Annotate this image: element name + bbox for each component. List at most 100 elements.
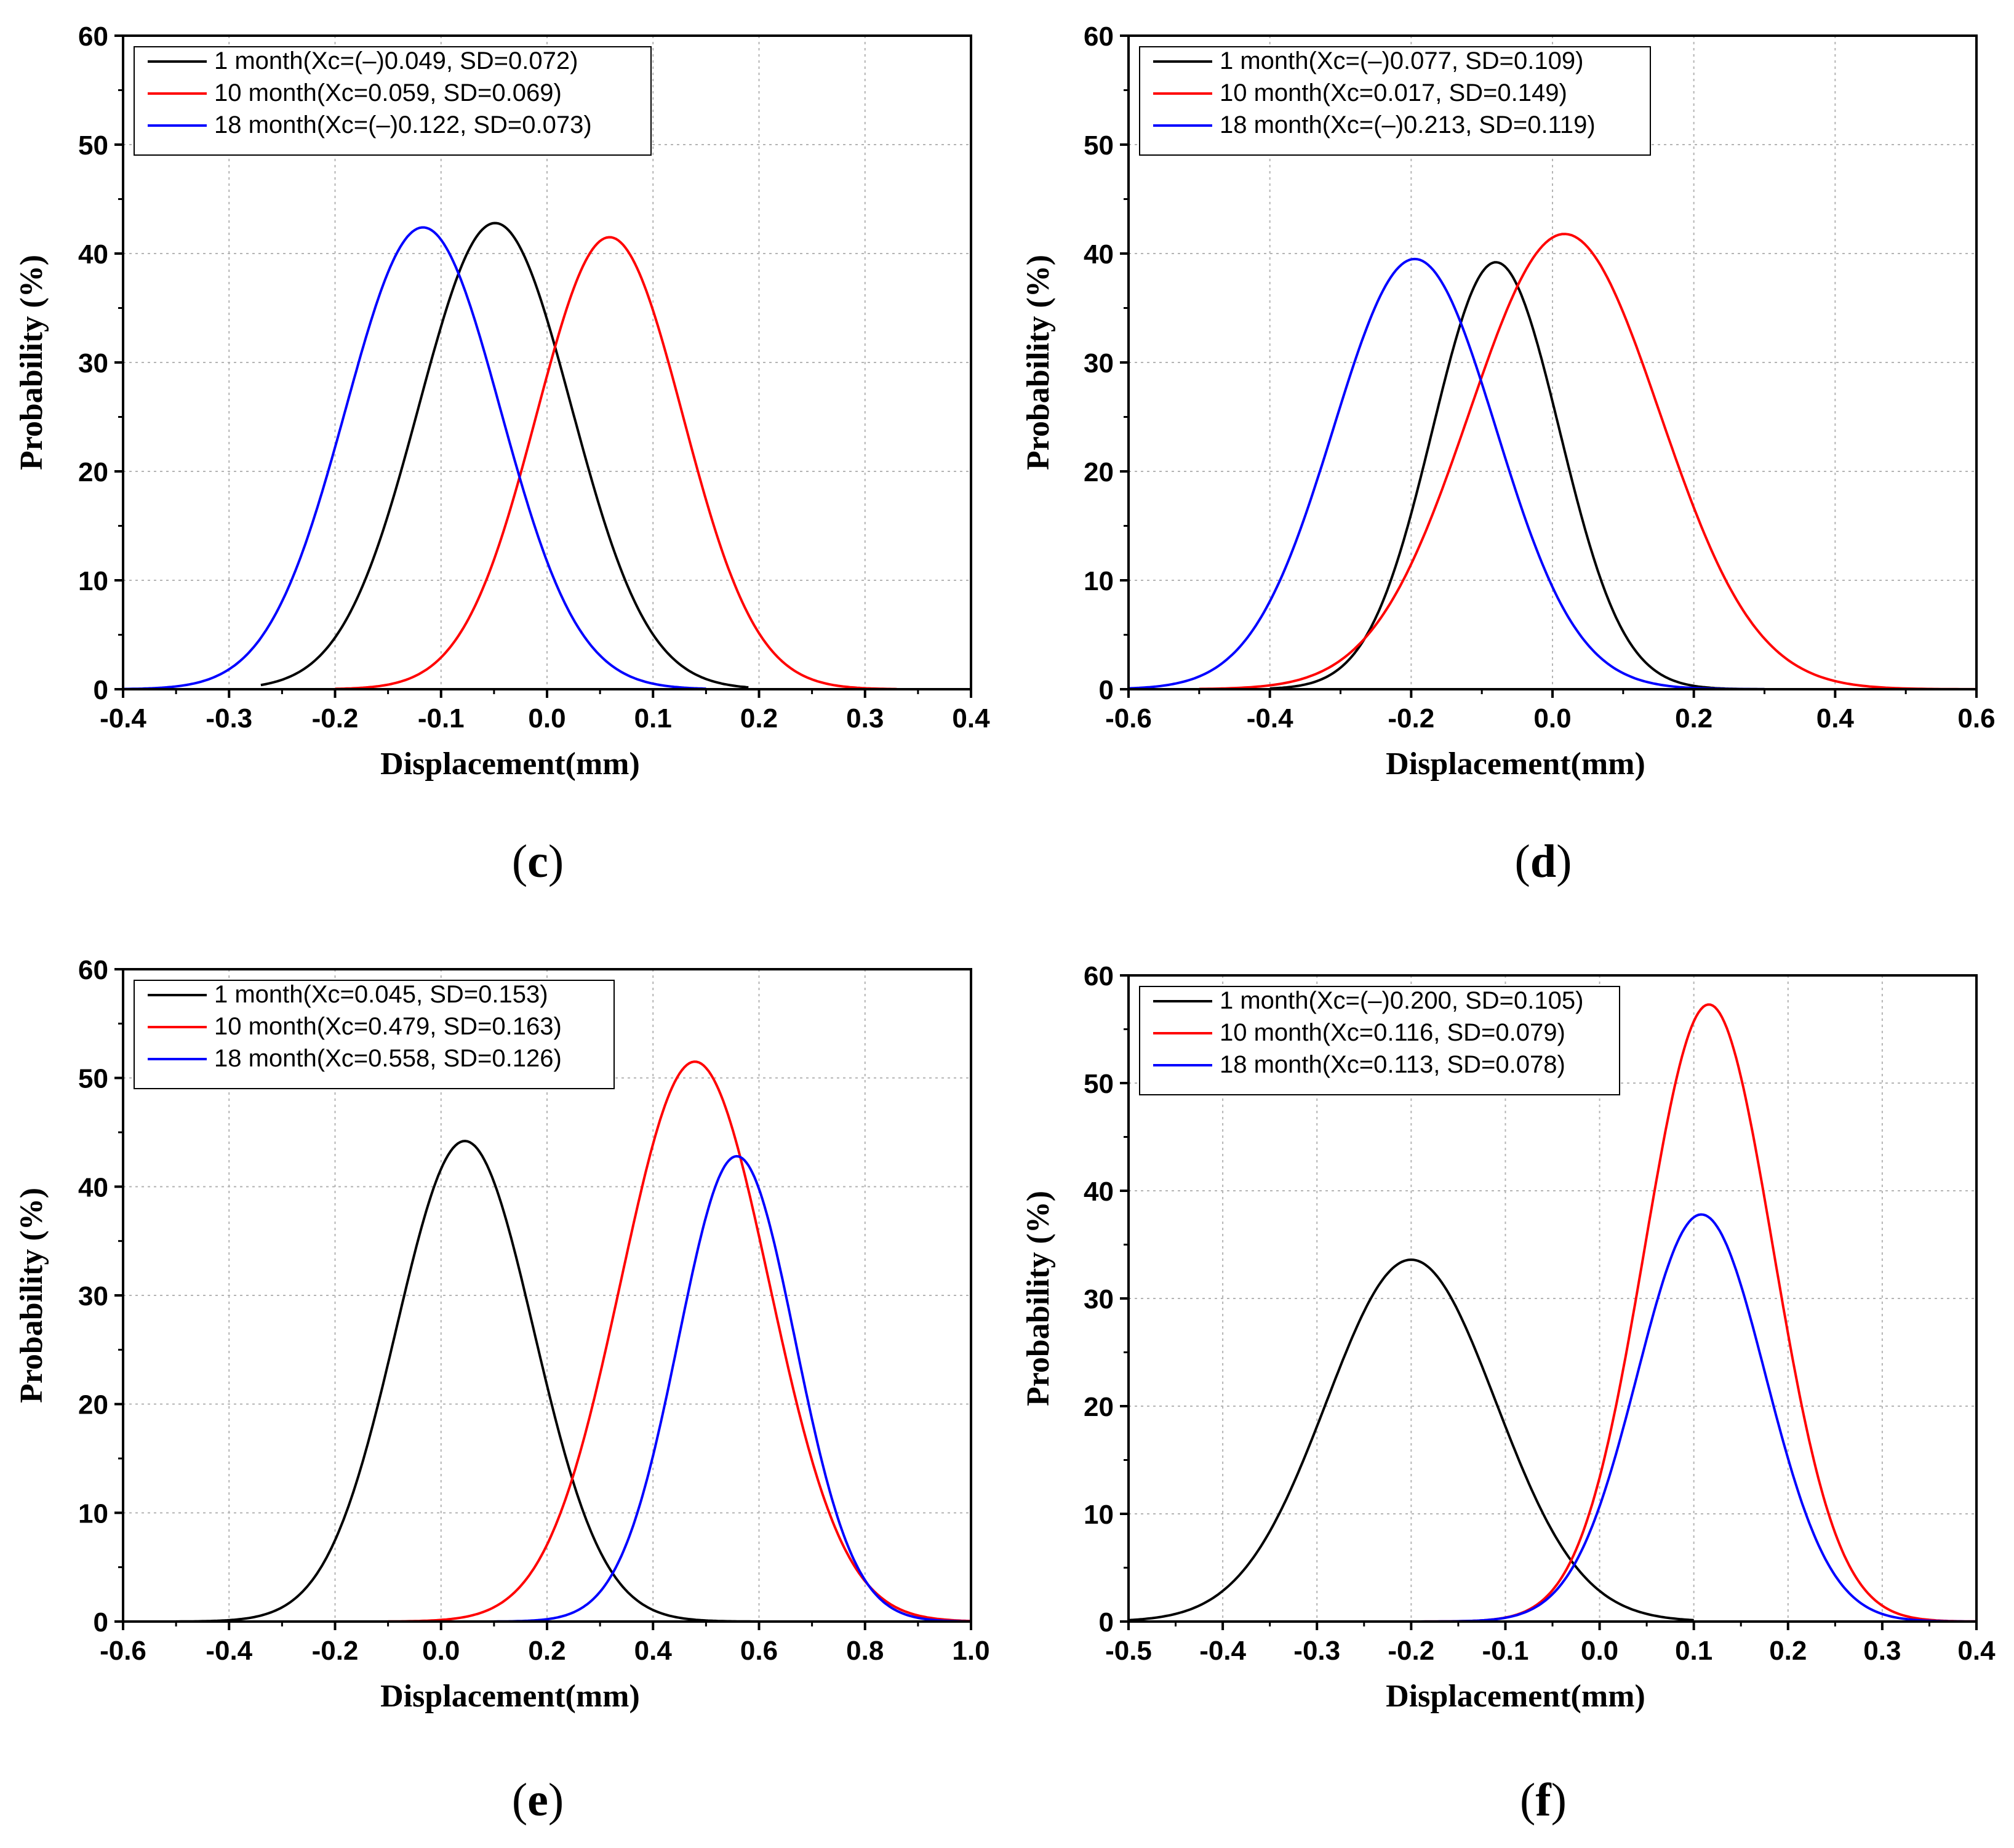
series-line-1 <box>260 222 749 689</box>
x-tick-label: 1.0 <box>952 1636 989 1666</box>
legend-label-1: 1 month(Xc=(–)0.049, SD=0.072) <box>214 47 578 74</box>
y-tick-label: 40 <box>78 239 108 270</box>
x-tick-label: -0.4 <box>1247 703 1293 734</box>
x-axis-title: Displacement(mm) <box>1386 746 1645 782</box>
x-tick-label: -0.6 <box>100 1636 146 1666</box>
panel-label-close: ) <box>548 1774 564 1826</box>
y-tick-label: 50 <box>78 1064 108 1094</box>
series-line-2 <box>335 236 897 690</box>
x-tick-label: 0.4 <box>634 1636 673 1666</box>
y-tick-label: 20 <box>78 1390 108 1420</box>
legend: 1 month(Xc=(–)0.049, SD=0.072) 10 month(X… <box>134 46 652 156</box>
y-axis-title: Probability (%) <box>14 255 49 470</box>
panel-label: (c) <box>512 836 564 887</box>
y-tick-label: 30 <box>78 348 108 378</box>
panel-label-close: ) <box>548 836 564 887</box>
x-tick-label: 0.1 <box>634 703 672 734</box>
y-tick-label: 20 <box>1084 1392 1114 1422</box>
legend-label-1: 1 month(Xc=0.045, SD=0.153) <box>214 981 548 1008</box>
y-tick-label: 50 <box>78 130 108 161</box>
x-tick-label: 0.4 <box>1957 1636 1996 1666</box>
y-tick-label: 10 <box>78 1498 108 1529</box>
legend-label-3: 18 month(Xc=(–)0.213, SD=0.119) <box>1220 111 1596 138</box>
y-tick-label: 40 <box>78 1172 108 1202</box>
x-tick-label: 0.4 <box>1816 703 1855 734</box>
x-axis-title: Displacement(mm) <box>380 746 640 782</box>
panel-label-open: ( <box>512 1774 527 1826</box>
series-line-1 <box>1269 261 1765 690</box>
series-line-3 <box>494 1154 972 1623</box>
x-tick-label: 0.3 <box>1863 1636 1901 1666</box>
x-tick-label: 0.3 <box>846 703 884 734</box>
legend-box <box>1139 986 1620 1095</box>
y-axis-title: Probability (%) <box>1021 255 1056 470</box>
y-tick-label: 40 <box>1084 1177 1114 1207</box>
x-tick-label: -0.2 <box>312 703 359 734</box>
legend-label-2: 10 month(Xc=0.116, SD=0.079) <box>1220 1019 1565 1046</box>
panel-d: -0.6 -0.4 -0.2 0.0 0.2 0.4 0.6 0 10 20 30 40 50 60 Dis… <box>1021 22 1996 887</box>
x-tick-label: -0.4 <box>1199 1636 1246 1666</box>
panel-label-open: ( <box>1515 836 1530 887</box>
legend-label-2: 10 month(Xc=0.017, SD=0.149) <box>1220 79 1567 106</box>
y-tick-label: 60 <box>1084 961 1114 991</box>
legend-label-1: 1 month(Xc=(–)0.200, SD=0.105) <box>1220 987 1583 1014</box>
x-tick-label: -0.3 <box>206 703 252 734</box>
y-tick-label: 30 <box>78 1281 108 1311</box>
panel-label-letter: e <box>527 1774 548 1826</box>
y-tick-label: 10 <box>1084 566 1114 596</box>
x-tick-label: -0.3 <box>1293 1636 1340 1666</box>
legend-box <box>134 46 652 156</box>
x-tick-label: 0.2 <box>740 703 778 734</box>
panel-label-letter: d <box>1530 836 1556 887</box>
y-tick-label: 60 <box>78 22 108 52</box>
legend-label-2: 10 month(Xc=0.059, SD=0.069) <box>214 79 562 106</box>
y-axis-title: Probability (%) <box>14 1188 49 1403</box>
legend-label-3: 18 month(Xc=0.558, SD=0.126) <box>214 1045 562 1072</box>
y-tick-label: 0 <box>94 675 108 705</box>
x-tick-label: -0.4 <box>206 1636 252 1666</box>
y-axis-title: Probability (%) <box>1021 1191 1056 1406</box>
series-line-1 <box>1128 1258 1694 1622</box>
x-tick-label: -0.4 <box>100 703 146 734</box>
x-tick-label: 0.6 <box>740 1636 778 1666</box>
x-tick-label: -0.2 <box>1388 703 1434 734</box>
x-tick-label: 0.0 <box>422 1636 460 1666</box>
x-tick-label: 0.0 <box>1581 1636 1618 1666</box>
panel-c: -0.4 -0.3 -0.2 -0.1 0.0 0.1 0.2 0.3 0.4 0 10 20 30 40… <box>14 22 990 887</box>
y-tick-label: 0 <box>1099 675 1114 705</box>
legend-label-2: 10 month(Xc=0.479, SD=0.163) <box>214 1013 562 1040</box>
y-tick-label: 30 <box>1084 348 1114 378</box>
panel-f: -0.5 -0.4 -0.3 -0.2 -0.1 0.0 0.1 0.2 0.3 0.4 0 10 20… <box>1021 961 1996 1826</box>
series-line-3 <box>1128 257 1765 690</box>
y-tick-label: 50 <box>1084 1069 1114 1099</box>
y-tick-label: 0 <box>94 1607 108 1638</box>
panel-label: (f) <box>1520 1774 1567 1826</box>
x-tick-label: 0.0 <box>1533 703 1571 734</box>
panel-label: (e) <box>512 1774 564 1826</box>
x-axis-title: Displacement(mm) <box>1386 1679 1645 1714</box>
x-tick-label: 0.2 <box>1769 1636 1807 1666</box>
y-tick-label: 20 <box>1084 457 1114 487</box>
y-tick-label: 40 <box>1084 239 1114 270</box>
legend-label-1: 1 month(Xc=(–)0.077, SD=0.109) <box>1220 47 1583 74</box>
x-tick-label: -0.2 <box>1388 1636 1434 1666</box>
series-line-2 <box>1411 1003 1976 1623</box>
legend-box <box>134 980 615 1089</box>
x-tick-label: 0.8 <box>846 1636 884 1666</box>
y-tick-label: 20 <box>78 457 108 487</box>
x-tick-label: -0.2 <box>312 1636 359 1666</box>
y-tick-label: 60 <box>1084 22 1114 52</box>
series-line-1 <box>176 1140 759 1623</box>
y-tick-label: 60 <box>78 955 108 985</box>
y-tick-label: 10 <box>1084 1500 1114 1530</box>
x-tick-label: 0.2 <box>528 1636 565 1666</box>
x-tick-label: -0.6 <box>1105 703 1152 734</box>
x-tick-label: 0.1 <box>1675 1636 1712 1666</box>
panel-e: -0.6 -0.4 -0.2 0.0 0.2 0.4 0.6 0.8 1.0 0 10 20 30 40 5… <box>14 955 990 1826</box>
panel-label-open: ( <box>512 836 527 887</box>
legend: 1 month(Xc=(–)0.077, SD=0.109) 10 month(X… <box>1139 46 1651 156</box>
legend: 1 month(Xc=0.045, SD=0.153) 10 month(Xc=0… <box>134 980 615 1089</box>
panel-label: (d) <box>1515 836 1572 887</box>
x-tick-label: 0.0 <box>528 703 565 734</box>
panel-label-open: ( <box>1520 1774 1535 1826</box>
